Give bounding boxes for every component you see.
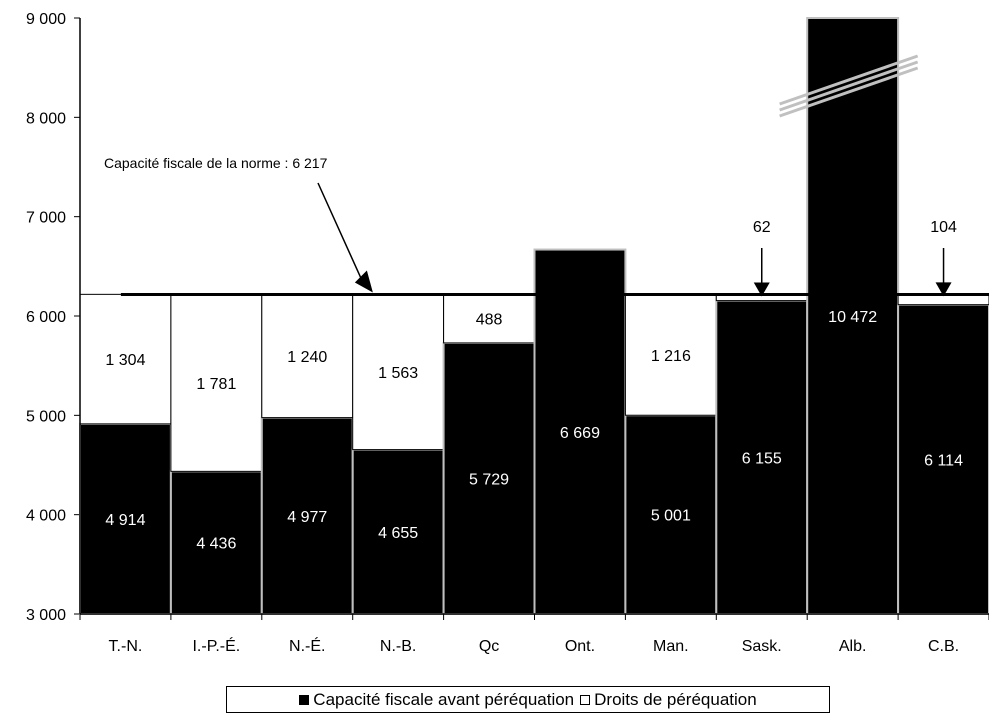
data-label-fiscal-capacity: 4 436 (196, 536, 236, 553)
data-label-equalization: 1 216 (651, 348, 691, 365)
data-label-equalization: 1 240 (287, 349, 327, 366)
bar-equalization (624, 293, 717, 416)
bar-fiscal-capacity (806, 17, 900, 615)
data-label-equalization: 62 (753, 219, 771, 236)
standard-arrow-shaft (317, 182, 364, 283)
data-label-fiscal-capacity: 5 001 (651, 508, 691, 525)
y-tick-label: 7 000 (26, 210, 66, 227)
chart-legend: Capacité fiscale avant péréquation Droit… (226, 686, 830, 713)
y-tick-label: 8 000 (26, 110, 66, 127)
data-label-fiscal-capacity: 6 155 (742, 450, 782, 467)
legend-label-equalization: Droits de péréquation (594, 689, 757, 709)
bar-fiscal-capacity (897, 303, 989, 615)
legend-item-fiscal-capacity: Capacité fiscale avant péréquation (299, 690, 574, 710)
bar-fiscal-capacity (715, 299, 809, 615)
axis-break-mark (779, 54, 919, 106)
arrow-head (935, 282, 952, 297)
x-tick-label: N.-É. (289, 636, 325, 655)
data-label-fiscal-capacity: 10 472 (828, 309, 877, 326)
y-tick-label: 4 000 (26, 508, 66, 525)
y-tick-label: 9 000 (26, 11, 66, 28)
x-tick-label: I.-P.-É. (192, 636, 240, 655)
data-label-fiscal-capacity: 6 114 (924, 452, 963, 469)
data-label-fiscal-capacity: 4 977 (287, 509, 327, 526)
standard-label: Capacité fiscale de la norme : 6 217 (104, 155, 328, 171)
data-label-equalization: 104 (930, 219, 957, 236)
bar-fiscal-capacity (624, 414, 718, 616)
standard-arrow-head (354, 270, 373, 293)
bar-equalization (352, 293, 445, 451)
bar-equalization (261, 293, 354, 419)
data-label-equalization: 1 781 (196, 376, 236, 393)
x-tick-label: Qc (479, 638, 499, 655)
x-tick-label: N.-B. (380, 638, 416, 655)
x-tick-label: C.B. (928, 638, 959, 655)
x-tick-label: Sask. (742, 638, 782, 655)
x-tick-label: Ont. (565, 638, 595, 655)
data-label-fiscal-capacity: 4 655 (378, 525, 418, 542)
x-tick-label: Man. (653, 638, 689, 655)
bar-fiscal-capacity (169, 470, 263, 615)
data-label-equalization: 488 (476, 312, 503, 329)
data-label-equalization: 1 563 (378, 365, 418, 382)
y-tick-label: 5 000 (26, 408, 66, 425)
data-label-fiscal-capacity: 5 729 (469, 471, 509, 488)
y-tick-label: 3 000 (26, 607, 66, 624)
arrow-head (753, 282, 770, 297)
legend-swatch-fiscal-capacity (299, 694, 310, 705)
y-tick-label: 6 000 (26, 309, 66, 326)
bar-equalization (79, 293, 172, 425)
axis-break-mark (779, 66, 919, 118)
bar-fiscal-capacity (533, 248, 627, 616)
data-label-equalization: 1 304 (105, 352, 145, 369)
legend-label-fiscal-capacity: Capacité fiscale avant péréquation (313, 689, 575, 709)
data-label-fiscal-capacity: 4 914 (105, 512, 145, 529)
bar-equalization (170, 293, 263, 472)
bar-fiscal-capacity (260, 416, 354, 616)
x-tick-label: Alb. (839, 638, 867, 655)
data-label-fiscal-capacity: 6 669 (560, 425, 600, 442)
legend-swatch-equalization (580, 694, 591, 705)
axis-break-mark (779, 60, 919, 112)
legend-item-equalization: Droits de péréquation (580, 690, 757, 710)
x-tick-label: T.-N. (109, 638, 143, 655)
